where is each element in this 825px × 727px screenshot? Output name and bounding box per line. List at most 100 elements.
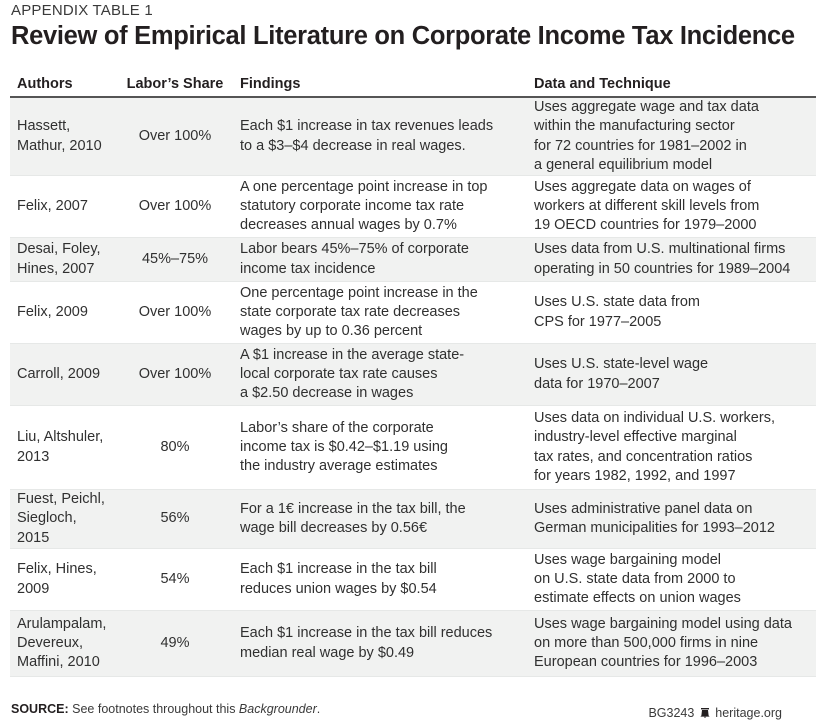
cell-data-technique-line: industry-level effective marginal [534, 429, 737, 446]
cell-labor-share: 49% [117, 610, 233, 678]
cell-labor-share: 56% [117, 489, 233, 550]
table-row: Felix, Hines, 2009 54% Each $1 increase in … [10, 548, 816, 612]
table-row: Desai, Foley, Hines, 2007 45%–75% Labor bea… [10, 237, 816, 283]
cell-authors-line: Mathur, 2010 [17, 137, 102, 154]
cell-data-technique-line: Uses data on individual U.S. workers, [534, 410, 775, 427]
footer-credit: BG3243 heritage.org [648, 706, 782, 720]
cell-data-technique-line: data for 1970–2007 [534, 375, 660, 392]
cell-authors-line: Arulampalam, [17, 615, 107, 632]
cell-data-technique-line: Uses data from U.S. multinational firms [534, 241, 786, 258]
table-row: Carroll, 2009 Over 100% A $1 increase in t… [10, 343, 816, 407]
cell-findings-line: statutory corporate income tax rate [240, 198, 465, 215]
cell-labor-share: Over 100% [117, 175, 233, 239]
cell-data-technique-line: German municipalities for 1993–2012 [534, 520, 775, 537]
cell-labor-share: Over 100% [117, 281, 233, 345]
cell-data-technique: Uses aggregate wage and tax data within t… [527, 97, 816, 177]
cell-data-technique-line: Uses aggregate data on wages of [534, 178, 751, 195]
cell-findings-line: a $2.50 decrease in wages [240, 385, 414, 402]
table-row: Arulampalam, Devereux, Maffini, 2010 49% Eac… [10, 610, 816, 678]
cell-data-technique: Uses wage bargaining model using data on … [527, 610, 816, 678]
cell-authors-line: Felix, 2007 [17, 198, 88, 215]
cell-findings-line: Each $1 increase in tax revenues leads [240, 118, 494, 135]
cell-data-technique-line: workers at different skill levels from [534, 198, 760, 215]
cell-authors-line: Devereux, [17, 634, 84, 651]
cell-data-technique-line: Uses wage bargaining model using data [534, 615, 792, 632]
cell-authors-line: Liu, Altshuler, [17, 429, 104, 446]
cell-data-technique-line: a general equilibrium model [534, 156, 713, 173]
source-text: See footnotes throughout this [68, 702, 239, 716]
site-name: heritage.org [715, 706, 782, 720]
cell-authors-line: Desai, Foley, [17, 241, 101, 258]
cell-findings-line: Each $1 increase in the tax bill reduces [240, 625, 493, 642]
cell-data-technique-line: for 72 countries for 1981–2002 in [534, 137, 747, 154]
column-header-findings: Findings [233, 70, 527, 98]
cell-labor-share: 45%–75% [117, 237, 233, 283]
cell-authors-line: Hines, 2007 [17, 260, 95, 277]
cell-labor-share: 80% [117, 405, 233, 491]
cell-findings-line: One percentage point increase in the [240, 284, 478, 301]
cell-findings-line: income tax incidence [240, 260, 376, 277]
cell-findings-line: reduces union wages by $0.54 [240, 580, 437, 597]
cell-labor-share: 54% [117, 548, 233, 612]
cell-data-technique-line: Uses U.S. state data from [534, 294, 701, 311]
table-header-row: Authors Labor’s Share Findings Data and … [10, 70, 816, 98]
cell-authors: Felix, Hines, 2009 [10, 548, 117, 612]
cell-authors: Arulampalam, Devereux, Maffini, 2010 [10, 610, 117, 678]
cell-data-technique: Uses administrative panel data on German … [527, 489, 816, 550]
cell-data-technique-line: estimate effects on union wages [534, 590, 741, 607]
literature-table: Authors Labor’s Share Findings Data and … [10, 70, 816, 678]
cell-findings: One percentage point increase in the stat… [233, 281, 527, 345]
cell-findings: A one percentage point increase in top st… [233, 175, 527, 239]
cell-authors-line: 2009 [17, 580, 50, 597]
cell-authors-line: Felix, 2009 [17, 304, 88, 321]
cell-findings-line: income tax is $0.42–$1.19 using [240, 439, 448, 456]
cell-data-technique-line: Uses U.S. state-level wage [534, 356, 709, 373]
cell-findings-line: state corporate tax rate decreases [240, 304, 461, 321]
cell-authors-line: Maffini, 2010 [17, 654, 100, 671]
cell-authors: Carroll, 2009 [10, 343, 117, 407]
cell-data-technique-line: within the manufacturing sector [534, 118, 735, 135]
column-header-data-technique: Data and Technique [527, 70, 816, 98]
cell-findings-line: wage bill decreases by 0.56€ [240, 520, 428, 537]
cell-data-technique: Uses U.S. state-level wage data for 1970–… [527, 343, 816, 407]
cell-findings: Labor’s share of the corporate income tax… [233, 405, 527, 491]
cell-findings-line: the industry average estimates [240, 458, 438, 475]
cell-data-technique-line: tax rates, and concentration ratios [534, 448, 753, 465]
cell-findings: Each $1 increase in tax revenues leads to… [233, 97, 527, 177]
cell-data-technique-line: for years 1982, 1992, and 1997 [534, 467, 736, 484]
cell-data-technique-line: on more than 500,000 firms in nine [534, 634, 759, 651]
cell-findings: Labor bears 45%–75% of corporate income t… [233, 237, 527, 283]
cell-findings-line: median real wage by $0.49 [240, 644, 415, 661]
column-header-authors: Authors [10, 70, 117, 98]
cell-authors: Desai, Foley, Hines, 2007 [10, 237, 117, 283]
cell-findings: For a 1€ increase in the tax bill, the wa… [233, 489, 527, 550]
cell-findings-line: For a 1€ increase in the tax bill, the [240, 500, 466, 517]
cell-authors: Felix, 2007 [10, 175, 117, 239]
table-kicker: APPENDIX TABLE 1 [11, 2, 153, 19]
cell-findings-line: decreases annual wages by 0.7% [240, 217, 457, 234]
cell-findings-line: to a $3–$4 decrease in real wages. [240, 137, 466, 154]
cell-findings: Each $1 increase in the tax bill reduces… [233, 610, 527, 678]
cell-findings-line: Labor bears 45%–75% of corporate [240, 241, 469, 258]
cell-findings-line: Labor’s share of the corporate [240, 419, 434, 436]
table-row: Felix, 2009 Over 100% One percentage point… [10, 281, 816, 345]
cell-authors-line: 2013 [17, 448, 50, 465]
cell-data-technique-line: on U.S. state data from 2000 to [534, 570, 736, 587]
cell-authors-line: Felix, Hines, [17, 561, 97, 578]
cell-labor-share: Over 100% [117, 97, 233, 177]
page-title: Review of Empirical Literature on Corpor… [11, 22, 795, 50]
column-header-labor-share: Labor’s Share [117, 70, 233, 98]
table-row: Fuest, Peichl, Siegloch, 2015 56% For a 1€ … [10, 489, 816, 550]
cell-findings: Each $1 increase in the tax bill reduces … [233, 548, 527, 612]
cell-authors-line: Fuest, Peichl, [17, 491, 105, 508]
cell-authors-line: Siegloch, 2015 [17, 510, 77, 546]
cell-findings: A $1 increase in the average state-local… [233, 343, 527, 407]
cell-authors: Liu, Altshuler, 2013 [10, 405, 117, 491]
source-end: . [316, 702, 321, 716]
source-note: SOURCE: See footnotes throughout this Ba… [11, 702, 320, 716]
cell-findings-line: wages by up to 0.36 percent [240, 323, 423, 340]
cell-authors-line: Hassett, [17, 118, 71, 135]
cell-data-technique-line: 19 OECD countries for 1979–2000 [534, 217, 757, 234]
cell-findings-line: A one percentage point increase in top [240, 178, 488, 195]
source-publication: Backgrounder [238, 702, 317, 716]
